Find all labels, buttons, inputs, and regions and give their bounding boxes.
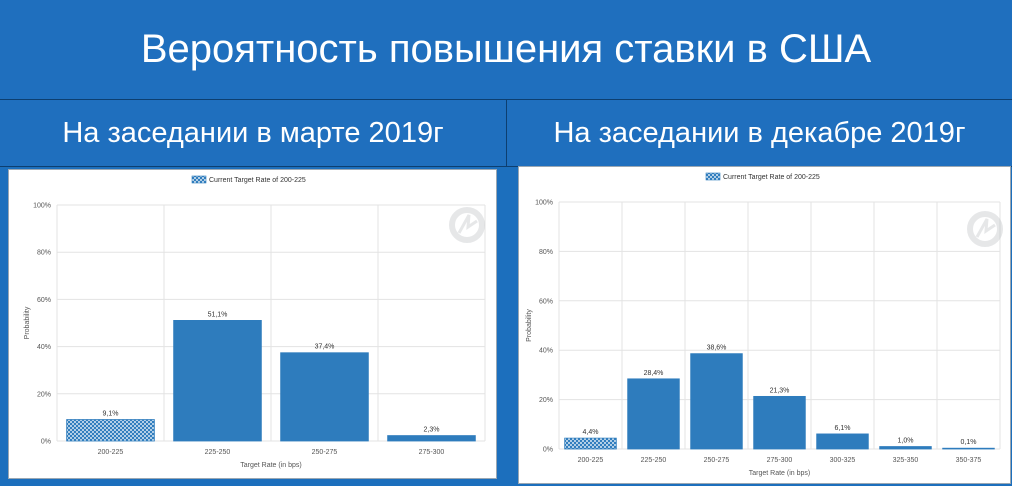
- value-label: 2,3%: [424, 427, 440, 434]
- bar-325-350: [879, 446, 932, 450]
- watermark-logo: [449, 207, 485, 243]
- page-title: Вероятность повышения ставки в США: [0, 0, 1012, 100]
- x-tick-label: 275-300: [767, 457, 793, 464]
- x-axis-title: Target Rate (in bps): [240, 462, 301, 469]
- x-tick-label: 325-350: [893, 457, 919, 464]
- bar-275-300: [753, 395, 806, 450]
- legend-swatch: [191, 175, 207, 184]
- y-tick-label: 100%: [535, 200, 553, 207]
- bar-350-375: [942, 447, 995, 450]
- bar-275-300: [387, 435, 476, 442]
- x-axis-title: Target Rate (in bps): [749, 470, 810, 477]
- legend-swatch: [705, 172, 721, 181]
- y-tick-label: 0%: [543, 447, 553, 454]
- x-tick-label: 350-375: [956, 457, 982, 464]
- december-chart-panel: Current Target Rate of 200-225 0% 20% 40% 60…: [518, 166, 1011, 484]
- y-tick-label: 20%: [539, 397, 553, 404]
- value-label: 21,3%: [770, 387, 790, 394]
- y-tick-label: 60%: [37, 297, 51, 304]
- bar-225-250: [627, 378, 680, 450]
- watermark-logo: [967, 211, 1003, 247]
- x-tick-label: 250-275: [704, 457, 730, 464]
- x-tick-label: 200-225: [98, 449, 124, 456]
- y-tick-label: 100%: [33, 203, 51, 210]
- value-label: 0,1%: [961, 439, 977, 446]
- december-probability-chart: Current Target Rate of 200-225 0% 20% 40% 60…: [526, 172, 1003, 477]
- march-chart-panel: Current Target Rate of 200-225 0% 20% 40% 60…: [8, 169, 497, 479]
- march-probability-chart: Current Target Rate of 200-225 0% 20% 40% 60…: [24, 175, 486, 469]
- y-tick-label: 80%: [37, 250, 51, 257]
- y-tick-label: 40%: [539, 348, 553, 355]
- bar-200-225: [564, 437, 617, 450]
- left-subtitle: На заседании в марте 2019г: [0, 100, 507, 167]
- right-subtitle: На заседании в декабре 2019г: [507, 100, 1012, 167]
- bar-225-250: [173, 320, 262, 442]
- bar-250-275: [280, 352, 369, 442]
- x-tick-label: 275-300: [419, 449, 445, 456]
- value-label: 51,1%: [208, 311, 228, 318]
- y-tick-label: 40%: [37, 344, 51, 351]
- x-tick-label: 250-275: [312, 449, 338, 456]
- bar-200-225: [66, 419, 155, 442]
- y-tick-label: 60%: [539, 298, 553, 305]
- value-label: 28,4%: [644, 370, 664, 377]
- value-label: 9,1%: [103, 411, 119, 418]
- y-tick-label: 0%: [41, 439, 51, 446]
- value-label: 4,4%: [583, 429, 599, 436]
- legend: Current Target Rate of 200-225: [705, 172, 820, 181]
- legend-label: Current Target Rate of 200-225: [209, 177, 306, 184]
- value-label: 1,0%: [898, 438, 914, 445]
- x-tick-label: 225-250: [641, 457, 667, 464]
- x-tick-label: 200-225: [578, 457, 604, 464]
- bar-300-325: [816, 433, 869, 450]
- y-tick-label: 20%: [37, 391, 51, 398]
- value-label: 6,1%: [835, 425, 851, 432]
- x-tick-label: 300-325: [830, 457, 856, 464]
- y-axis-title: Probability: [24, 306, 31, 339]
- y-tick-label: 80%: [539, 249, 553, 256]
- value-label: 38,6%: [707, 345, 727, 352]
- bar-250-275: [690, 353, 743, 450]
- legend: Current Target Rate of 200-225: [191, 175, 306, 184]
- legend-label: Current Target Rate of 200-225: [723, 174, 820, 181]
- x-tick-label: 225-250: [205, 449, 231, 456]
- value-label: 37,4%: [315, 344, 335, 351]
- y-axis-title: Probability: [526, 309, 533, 342]
